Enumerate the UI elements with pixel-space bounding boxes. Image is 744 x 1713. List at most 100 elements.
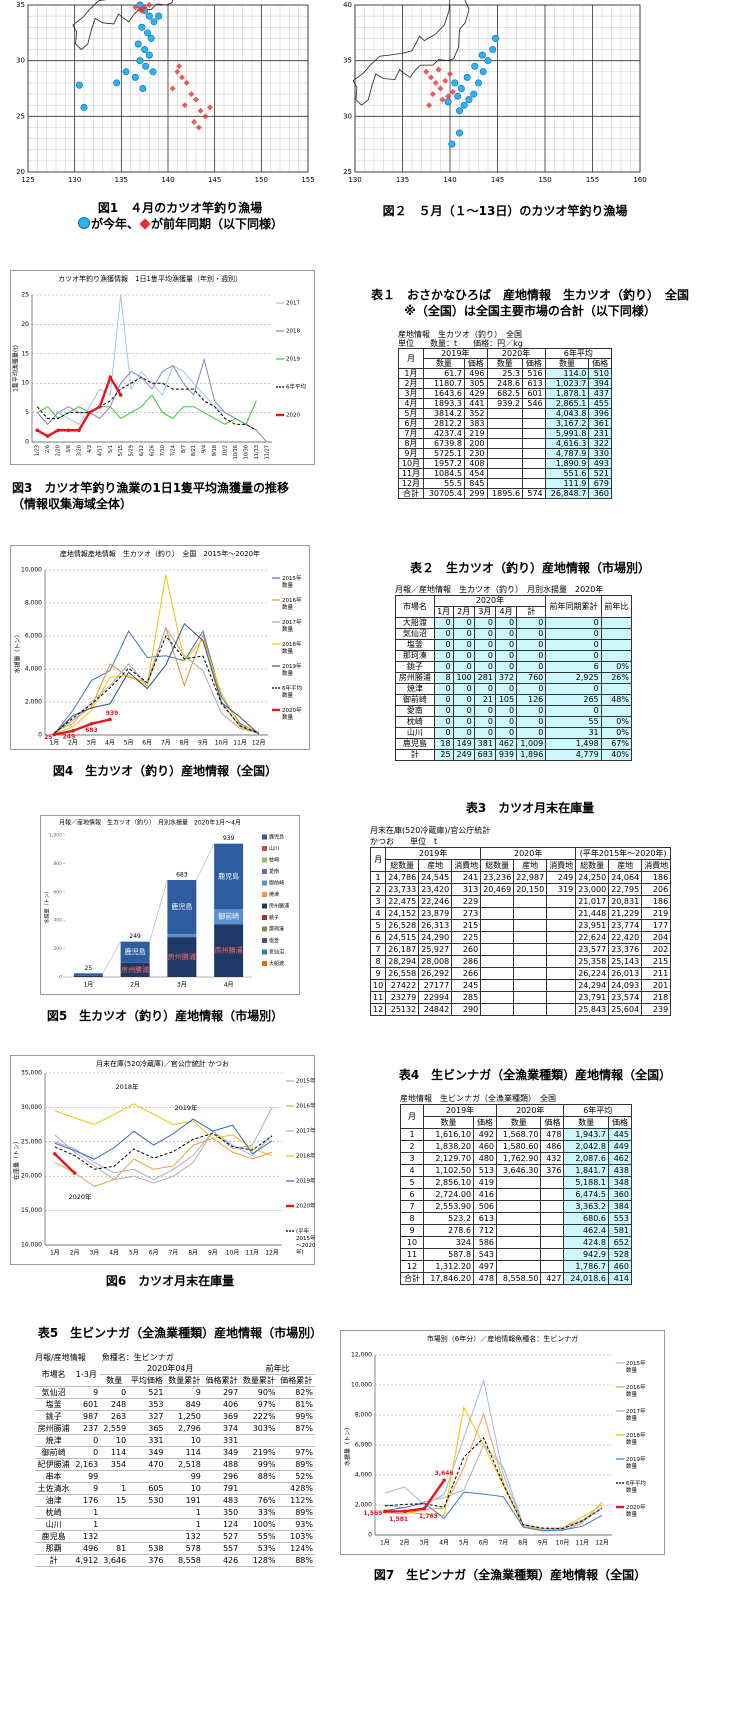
caption-line: 表２ 生カツオ（釣り）産地情報（市場別） [409, 561, 650, 575]
table-row: 銚子 987 263 327 1,250 369 222% 99% [35, 1410, 315, 1423]
table-cell: 2,796 [165, 1422, 203, 1435]
table-cell: 2,129.70 [422, 1152, 475, 1165]
table-cell [522, 418, 546, 429]
caption: 表5 生ビンナガ（全漁業種類）産地情報（市場別） [10, 1325, 350, 1341]
table-cell [546, 979, 577, 992]
caption-line: 図1 ４月のカツオ竿釣り漁場 [97, 201, 263, 215]
table-cell: 鹿児島 [35, 1530, 73, 1543]
table-cell: 23,577 [575, 943, 610, 956]
header-cell: 計 [516, 606, 547, 618]
caption: 図２ ５月（１～13日）のカツオ竿釣り漁場 [360, 203, 650, 219]
header-cell: 数量 [422, 358, 465, 369]
table-cell [522, 438, 546, 449]
table-cell: 613 [473, 1212, 498, 1225]
last-year-point [447, 71, 453, 78]
series-line [384, 1437, 603, 1530]
x-tick-label: 4月 [224, 982, 234, 989]
table-cell: 2,163 [72, 1458, 101, 1471]
this-year-point [131, 73, 139, 81]
last-year-point [437, 85, 444, 92]
coastline [352, 0, 451, 82]
table-cell: 266 [451, 967, 482, 980]
table-cell [600, 617, 633, 629]
legend-label: 2015年数量 [626, 1359, 646, 1374]
table-cell: 0 [516, 705, 547, 717]
table-cell: 塩釜 [395, 639, 435, 651]
header-cell: 月 [369, 847, 387, 872]
table-cell [546, 919, 577, 932]
table-cell [480, 979, 515, 992]
series-line [54, 1103, 273, 1157]
total-label: 249 [129, 933, 141, 940]
last-year-point [188, 91, 195, 98]
table-cell: 1,878.1 [544, 388, 590, 399]
this-year-point [134, 40, 142, 48]
this-year-point [150, 18, 158, 26]
table-cell: 8 [400, 1212, 424, 1225]
bar-segment [167, 934, 197, 938]
table-cell [540, 1236, 565, 1249]
data-label: 1,569 [363, 1510, 382, 1517]
table-cell: 303% [240, 1422, 278, 1435]
table-cell: 24,294 [575, 979, 610, 992]
y-tick-label: 20,000 [21, 1173, 42, 1180]
table-cell: 237 [72, 1422, 101, 1435]
table-row: 山川 1 1 124 100% 93% [35, 1518, 315, 1531]
table-cell: 24,152 [385, 907, 420, 920]
table-cell: 5,991.8 [544, 428, 590, 439]
last-year-point [207, 104, 213, 111]
last-year-point [132, 4, 139, 11]
y-axis-label: 1隻平均漁獲量(t) [12, 345, 20, 392]
this-year-point [444, 98, 452, 106]
table-cell: 496 [72, 1542, 101, 1555]
table-cell: 0 [545, 650, 602, 662]
x-tick-label: 8/7 [181, 445, 187, 453]
table-meta: かつお 単位 t [370, 837, 438, 846]
header-cell: 2月 [452, 606, 475, 618]
table-cell: 296 [202, 1470, 241, 1483]
header-cell: 価格累計 [202, 1374, 241, 1387]
table-cell [522, 468, 546, 479]
table-cell: 55.5 [422, 478, 465, 489]
table-cell [486, 468, 524, 479]
table-cell: 1,896 [516, 749, 547, 761]
series-line [54, 1118, 273, 1160]
data-table: 産地情報 生ビンナガ（全漁業種類） 全国月 2019年 2020年 6年平均 数量 価格数… [400, 1093, 633, 1285]
caption: 表4 生ビンナガ（全漁業種類）産地情報（全国） [370, 1067, 700, 1083]
series-point [383, 1509, 387, 1514]
table-cell: 538 [128, 1542, 166, 1555]
table-cell: 23279 [385, 991, 420, 1004]
legend-label: 2017 [286, 301, 300, 307]
series-line [36, 294, 257, 431]
last-year-point [183, 79, 190, 86]
table-cell: 460 [607, 1260, 633, 1273]
table-cell [540, 1176, 565, 1189]
legend-swatch [262, 938, 267, 943]
series-point [35, 428, 40, 433]
connector [149, 879, 168, 942]
bar-segment [73, 973, 103, 976]
table-cell: 53% [240, 1542, 278, 1555]
table-cell: 791 [202, 1482, 241, 1495]
table-cell: 1,312.20 [422, 1260, 475, 1273]
table-cell: 0 [494, 617, 518, 629]
table-cell: 230 [463, 448, 488, 459]
header-cell: 数量累計 [165, 1374, 203, 1387]
table-cell: 177 [641, 919, 672, 932]
table-cell [600, 628, 633, 640]
annotation: 2018年 [115, 1082, 139, 1091]
table-cell: 394 [588, 378, 612, 389]
table-cell: 30705.4 [422, 488, 465, 499]
x-tick-label: 5月 [459, 1540, 469, 1547]
caption: 図1 ４月のカツオ竿釣り漁場 が今年、 が前年同期（以下同様） [40, 200, 320, 232]
this-year-point [465, 96, 473, 104]
table-cell: 26,558 [385, 967, 420, 980]
table-cell: 201 [641, 979, 672, 992]
caption: 表２ 生カツオ（釣り）産地情報（市場別） [380, 560, 680, 576]
table-cell: 2月 [398, 378, 424, 389]
table-cell: 581 [607, 1224, 633, 1237]
table-cell: 23,879 [418, 907, 453, 920]
x-tick-label: 3/6 [66, 445, 72, 453]
x-tick-label: 9月 [198, 740, 208, 747]
legend-swatch [262, 949, 267, 955]
